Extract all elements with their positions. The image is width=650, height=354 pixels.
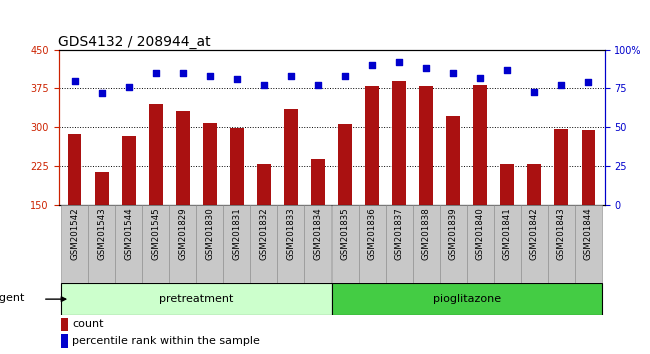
Bar bbox=[88, 205, 115, 283]
Text: GSM201545: GSM201545 bbox=[151, 208, 161, 261]
Text: GSM201837: GSM201837 bbox=[395, 208, 404, 261]
Point bbox=[70, 78, 80, 84]
Point bbox=[394, 59, 404, 65]
Text: GSM201838: GSM201838 bbox=[422, 208, 430, 261]
Point bbox=[151, 70, 161, 76]
Point bbox=[231, 76, 242, 82]
Bar bbox=[61, 318, 68, 331]
Text: GSM201840: GSM201840 bbox=[476, 208, 485, 261]
Text: GSM201834: GSM201834 bbox=[313, 208, 322, 261]
Point bbox=[205, 73, 215, 79]
Text: GSM201831: GSM201831 bbox=[233, 208, 241, 261]
Bar bbox=[142, 205, 169, 283]
Text: GSM201844: GSM201844 bbox=[584, 208, 593, 261]
Bar bbox=[439, 205, 467, 283]
Point bbox=[286, 73, 296, 79]
Bar bbox=[257, 164, 270, 205]
Bar bbox=[521, 205, 548, 283]
Bar bbox=[385, 205, 413, 283]
Bar bbox=[115, 205, 142, 283]
Bar bbox=[284, 109, 298, 205]
Bar bbox=[278, 205, 304, 283]
Bar bbox=[494, 205, 521, 283]
Text: agent: agent bbox=[0, 292, 25, 303]
Bar bbox=[582, 130, 595, 205]
Text: percentile rank within the sample: percentile rank within the sample bbox=[72, 336, 260, 346]
Text: GSM201832: GSM201832 bbox=[259, 208, 268, 261]
Text: GSM201829: GSM201829 bbox=[178, 208, 187, 260]
Bar bbox=[365, 86, 379, 205]
Text: pretreatment: pretreatment bbox=[159, 294, 233, 304]
Bar bbox=[61, 334, 68, 348]
Bar bbox=[68, 134, 81, 205]
Bar bbox=[122, 136, 136, 205]
Bar bbox=[230, 129, 244, 205]
Bar bbox=[359, 205, 385, 283]
Point bbox=[583, 79, 593, 85]
Point bbox=[421, 65, 432, 71]
Bar bbox=[393, 81, 406, 205]
Point bbox=[313, 82, 323, 88]
Bar bbox=[527, 164, 541, 205]
Bar bbox=[149, 104, 162, 205]
Bar bbox=[250, 205, 278, 283]
Bar bbox=[61, 205, 88, 283]
Point bbox=[502, 67, 512, 73]
Bar bbox=[575, 205, 602, 283]
Text: GSM201836: GSM201836 bbox=[367, 208, 376, 261]
Bar bbox=[95, 172, 109, 205]
Bar bbox=[304, 205, 332, 283]
Point bbox=[340, 73, 350, 79]
Bar bbox=[338, 124, 352, 205]
Text: GSM201830: GSM201830 bbox=[205, 208, 214, 261]
Point bbox=[529, 89, 539, 95]
Point bbox=[556, 82, 566, 88]
Text: count: count bbox=[72, 319, 103, 329]
Text: GSM201543: GSM201543 bbox=[98, 208, 106, 261]
Point bbox=[97, 90, 107, 96]
Bar bbox=[548, 205, 575, 283]
Text: GSM201833: GSM201833 bbox=[287, 208, 296, 261]
Text: GSM201542: GSM201542 bbox=[70, 208, 79, 261]
Bar bbox=[467, 205, 494, 283]
Bar bbox=[332, 283, 602, 315]
Point bbox=[259, 82, 269, 88]
Point bbox=[367, 62, 377, 68]
Point bbox=[124, 84, 134, 90]
Bar bbox=[447, 116, 460, 205]
Bar bbox=[419, 86, 433, 205]
Text: GSM201544: GSM201544 bbox=[124, 208, 133, 261]
Bar bbox=[203, 123, 216, 205]
Text: pioglitazone: pioglitazone bbox=[433, 294, 500, 304]
Point bbox=[177, 70, 188, 76]
Bar bbox=[196, 205, 224, 283]
Bar bbox=[332, 205, 359, 283]
Bar bbox=[169, 205, 196, 283]
Bar bbox=[61, 283, 332, 315]
Point bbox=[475, 75, 486, 80]
Bar bbox=[500, 164, 514, 205]
Text: GSM201843: GSM201843 bbox=[557, 208, 566, 261]
Text: GSM201842: GSM201842 bbox=[530, 208, 539, 261]
Bar bbox=[224, 205, 250, 283]
Bar bbox=[554, 129, 568, 205]
Bar bbox=[176, 111, 190, 205]
Text: GSM201841: GSM201841 bbox=[502, 208, 512, 261]
Point bbox=[448, 70, 458, 76]
Bar bbox=[473, 85, 487, 205]
Text: GDS4132 / 208944_at: GDS4132 / 208944_at bbox=[58, 35, 211, 48]
Text: GSM201839: GSM201839 bbox=[448, 208, 458, 260]
Text: GSM201835: GSM201835 bbox=[341, 208, 350, 261]
Bar bbox=[311, 159, 325, 205]
Bar bbox=[413, 205, 439, 283]
